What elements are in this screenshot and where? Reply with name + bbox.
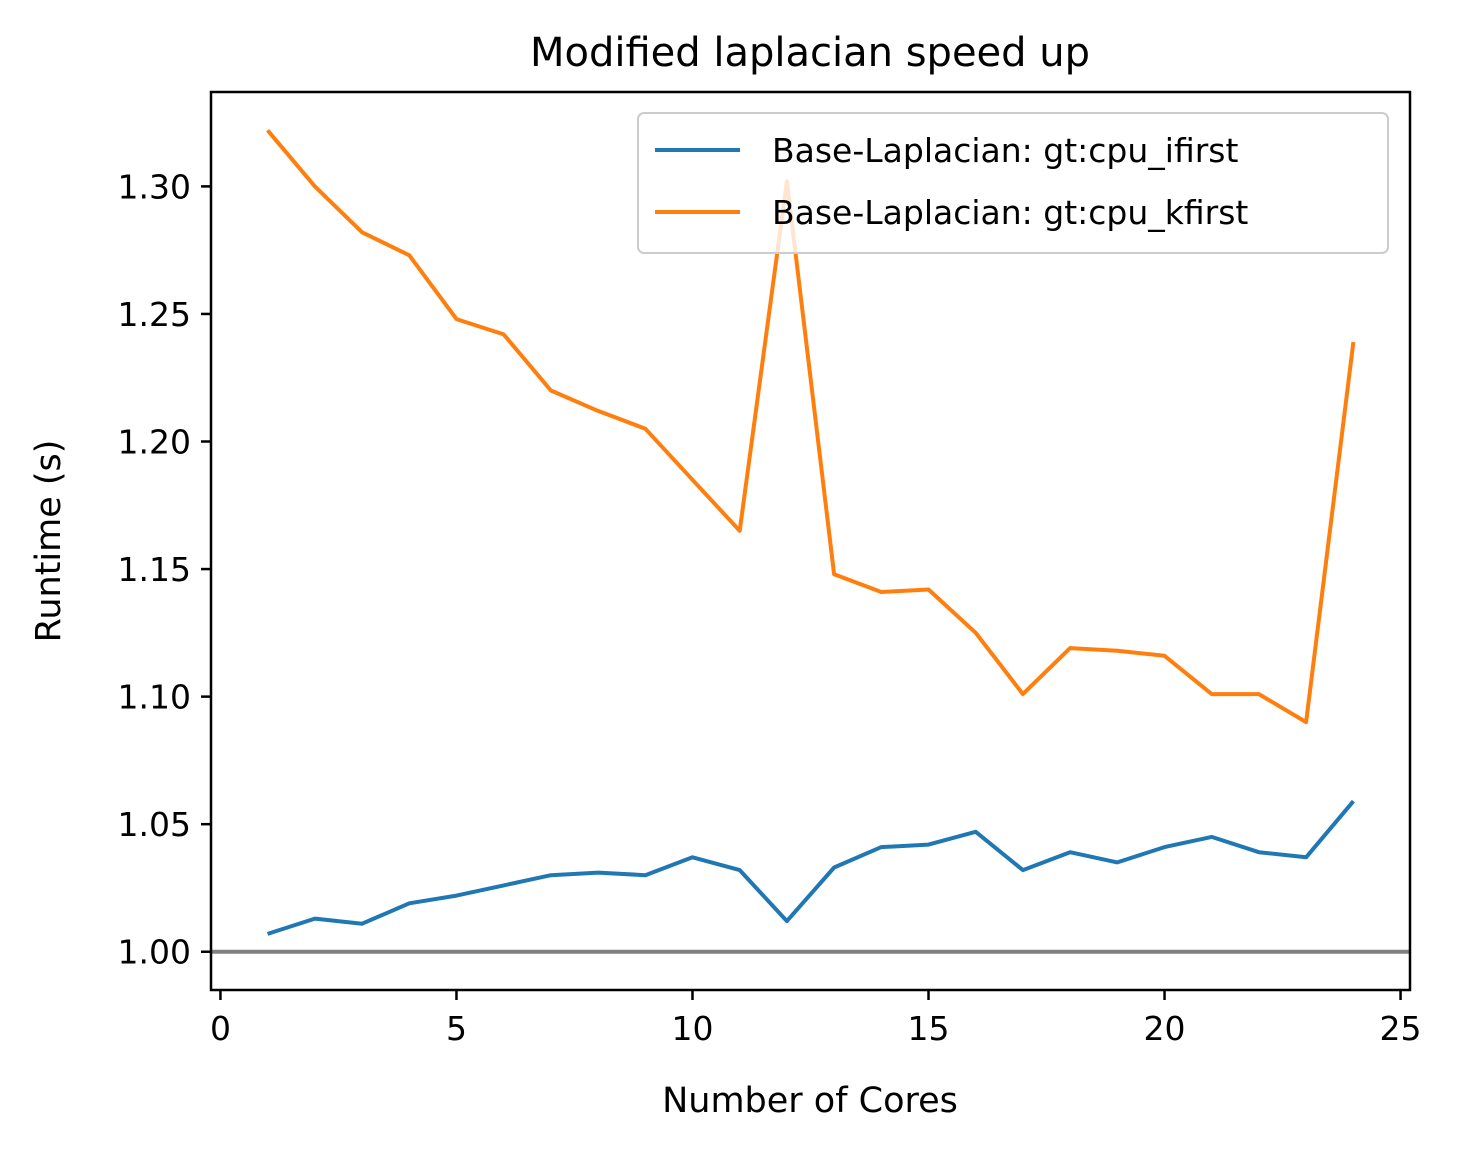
legend-label-ifirst: Base-Laplacian: gt:cpu_ifirst xyxy=(772,131,1238,170)
x-axis-ticks: 0 5 10 15 20 25 xyxy=(210,990,1422,1048)
legend: Base-Laplacian: gt:cpu_ifirst Base-Lapla… xyxy=(637,112,1389,254)
y-tick-label: 1.25 xyxy=(118,295,191,334)
y-tick-label: 1.20 xyxy=(118,423,191,462)
y-tick-label: 1.05 xyxy=(118,805,191,844)
x-tick-label: 5 xyxy=(446,1009,467,1048)
x-tick-label: 0 xyxy=(210,1009,231,1048)
y-axis-ticks: 1.00 1.05 1.10 1.15 1.20 1.25 1.30 xyxy=(118,167,211,972)
x-tick-label: 15 xyxy=(908,1009,950,1048)
series-line-1 xyxy=(266,129,1356,725)
legend-box xyxy=(637,112,1389,254)
legend-label-kfirst: Base-Laplacian: gt:cpu_kfirst xyxy=(772,193,1248,232)
x-tick-label: 10 xyxy=(671,1009,713,1048)
y-tick-label: 1.15 xyxy=(118,550,191,589)
series-layer xyxy=(211,129,1410,954)
series-line-0 xyxy=(266,799,1355,936)
chart-title: Modified laplacian speed up xyxy=(530,30,1090,76)
y-tick-label: 1.00 xyxy=(118,933,191,972)
x-tick-label: 20 xyxy=(1144,1009,1186,1048)
y-tick-label: 1.10 xyxy=(118,678,191,717)
x-axis-label: Number of Cores xyxy=(662,1081,958,1121)
y-axis-label: Runtime (s) xyxy=(29,440,69,643)
plot-frame xyxy=(209,90,1412,992)
y-tick-label: 1.30 xyxy=(118,167,191,206)
x-tick-label: 25 xyxy=(1380,1009,1422,1048)
